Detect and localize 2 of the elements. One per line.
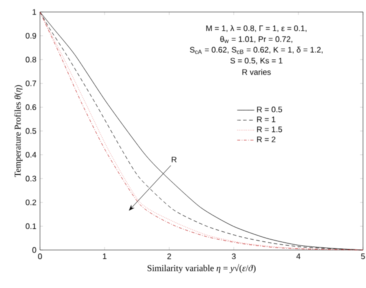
y-axis-title: Temperature Profiles θ(η) xyxy=(14,85,23,178)
text: Similarity variable η = y√(ε/ϑ) xyxy=(148,264,256,274)
